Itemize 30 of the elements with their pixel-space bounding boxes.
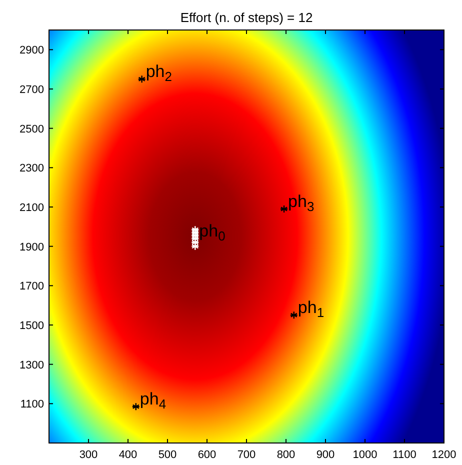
point [138,75,146,84]
x-tick-label: 500 [158,449,177,461]
x-tick-label: 1200 [432,449,456,461]
y-tick-label: 2500 [20,123,44,136]
x-tick-label: 700 [237,449,256,461]
x-tick-label: 400 [118,449,138,461]
annotation: ph$_{4}$ [140,390,166,412]
x-tick-label: 900 [316,449,335,461]
y-tick-label: 1900 [20,241,44,254]
annotation: ph$_{1}$ [298,298,324,320]
annotation: ph$_{2}$ [146,62,172,84]
x-tick-label: 1000 [352,449,378,461]
x-tick-label: 1100 [392,449,416,461]
annotation: ph$_{3}$ [288,192,314,214]
y-tick-label: 1700 [20,280,44,293]
y-tick-label: 1100 [20,398,44,411]
point [290,311,298,320]
x-tick-label: 800 [276,449,296,461]
point [132,402,140,411]
point [280,204,288,214]
y-tick-label: 2300 [20,162,44,175]
y-tick-label: 1500 [20,320,44,332]
y-tick-label: 2900 [20,44,44,57]
y-tick-label: 1300 [20,359,44,372]
x-tick-label: 600 [198,449,216,461]
y-tick-label: 2700 [20,84,44,96]
y-tick-label: 2100 [20,202,44,214]
annotation: ph$_{0}$ [199,221,226,244]
chart-title: Effort (n. of steps) = 12 [180,10,313,25]
x-tick-label: 300 [79,449,98,461]
